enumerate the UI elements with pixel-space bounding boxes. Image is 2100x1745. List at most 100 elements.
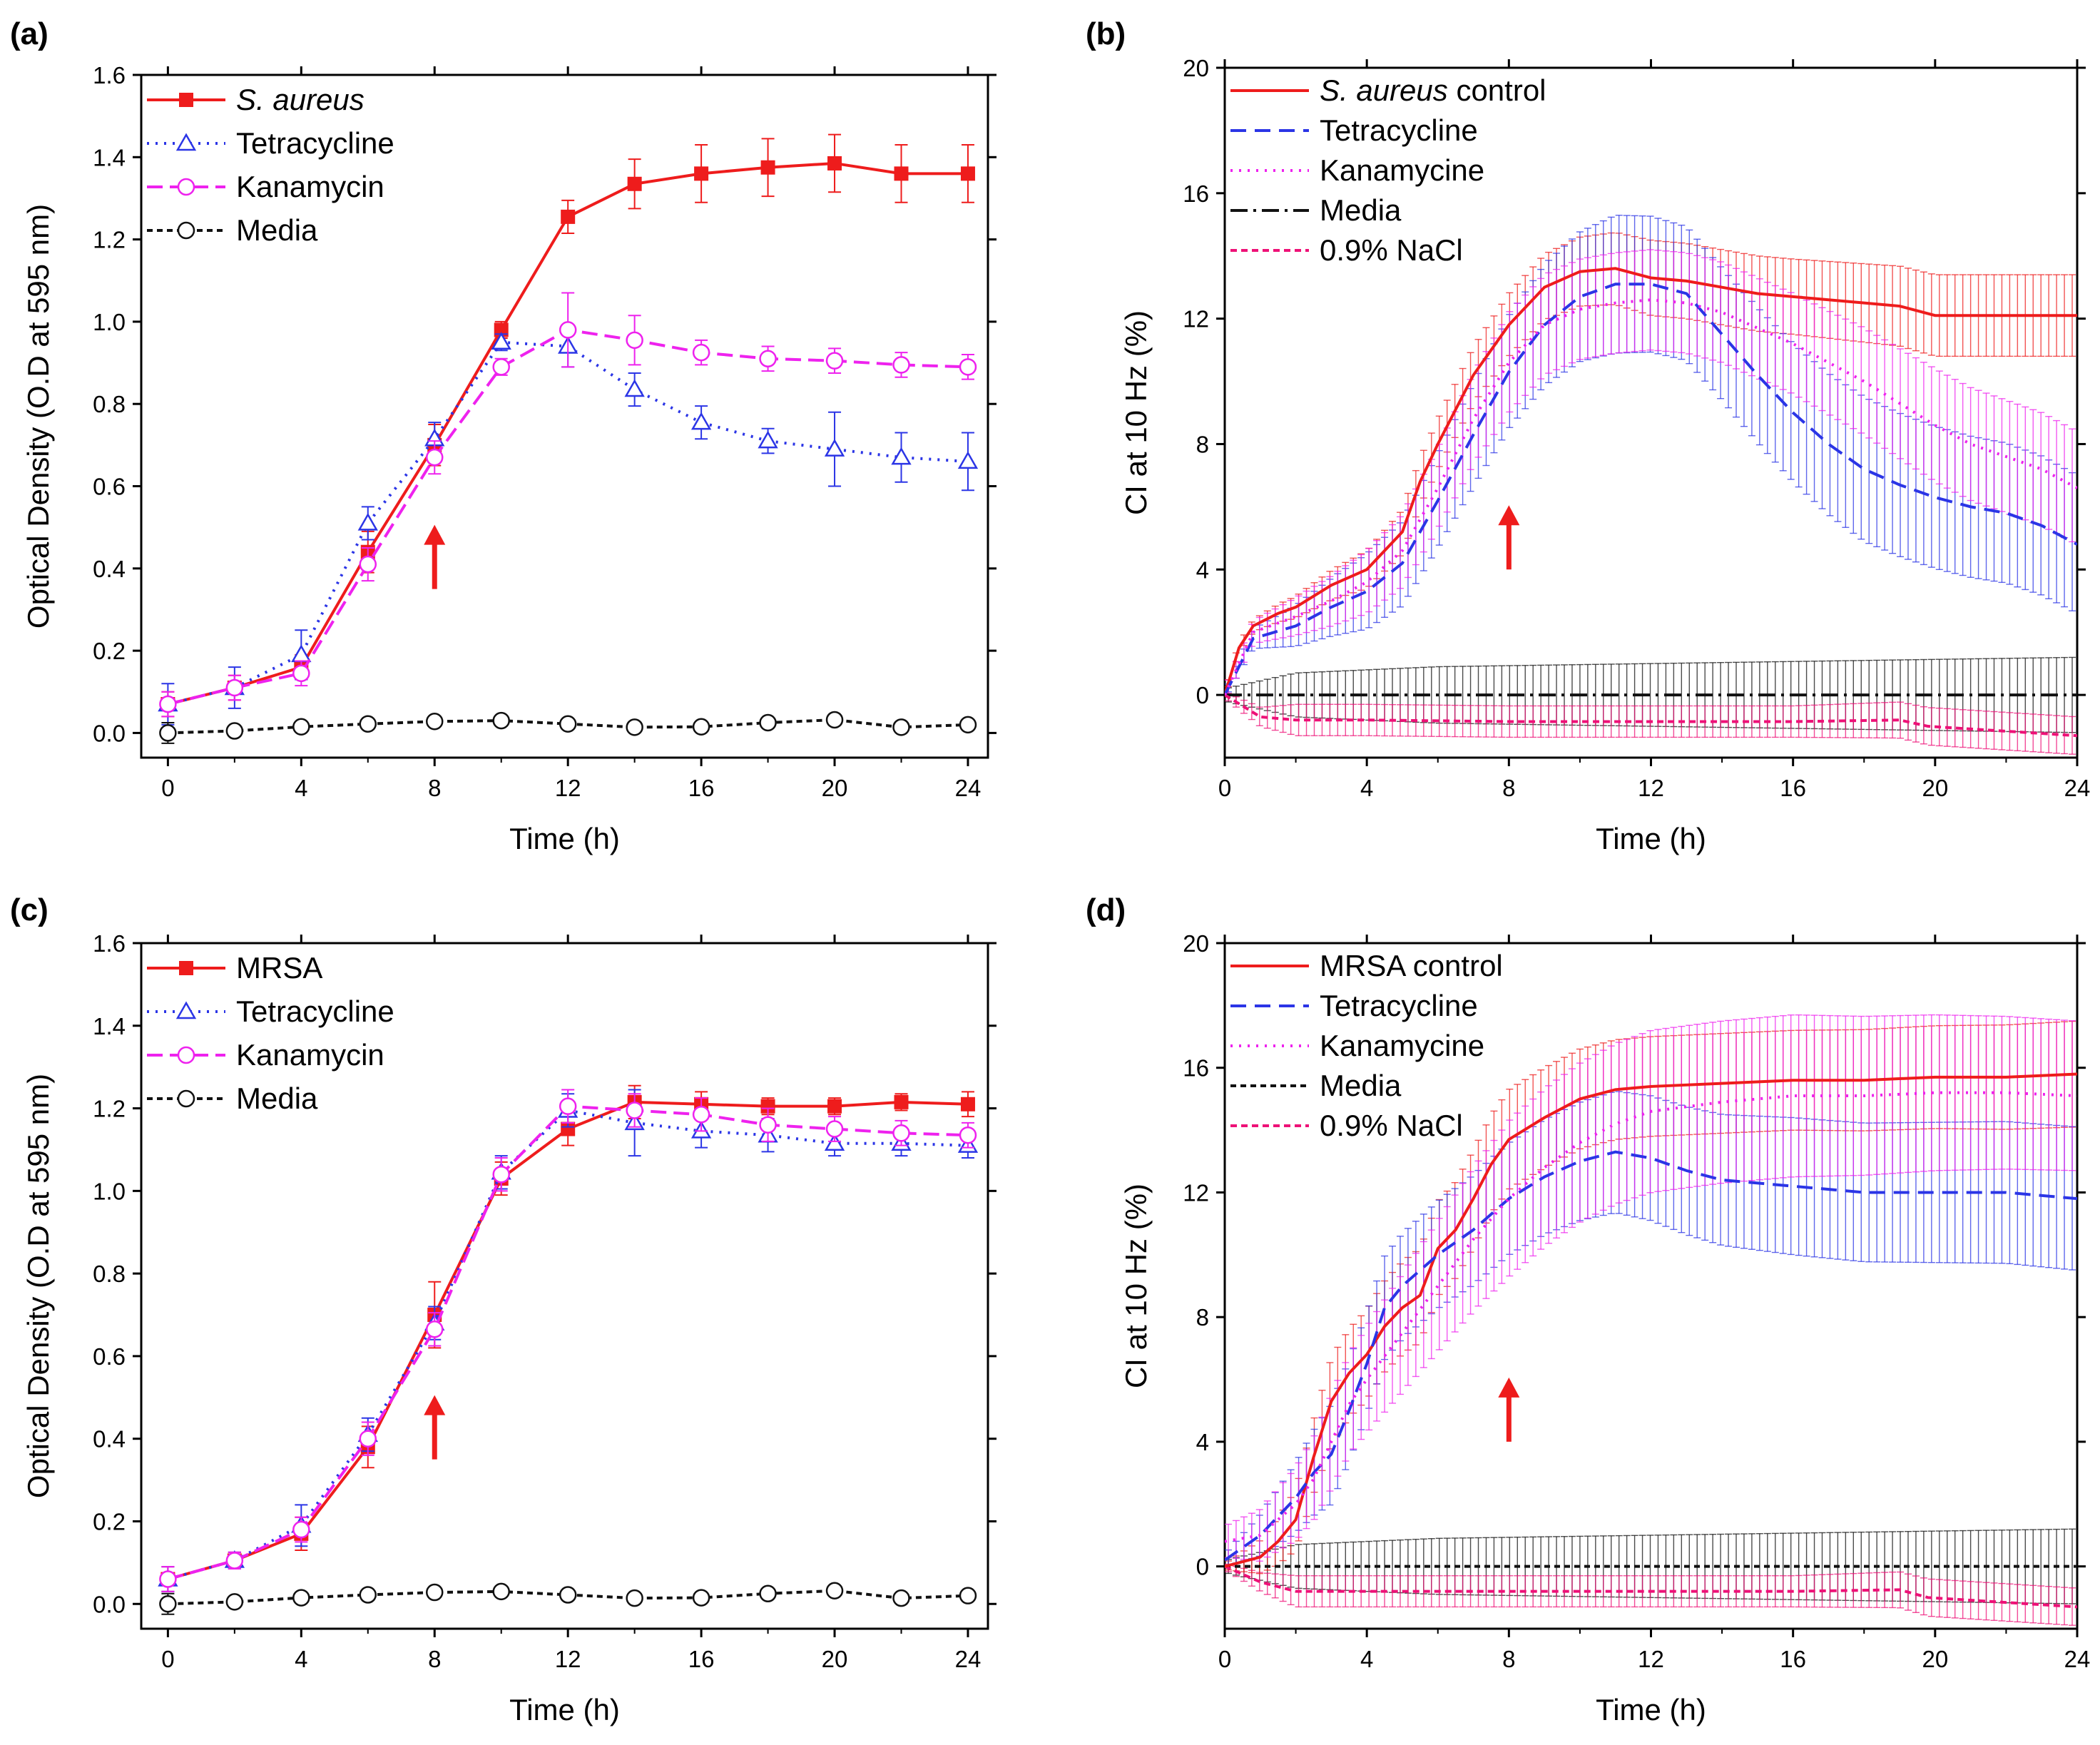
- legend-label-text: Media: [236, 213, 318, 247]
- legend-label-text: 0.9% NaCl: [1320, 1109, 1463, 1142]
- y-axis-label: CI at 10 Hz (%): [1119, 310, 1153, 515]
- legend-label-text: MRSA control: [1320, 949, 1503, 982]
- plot-area: [158, 133, 979, 744]
- legend-label-text: Tetracycline: [1320, 113, 1478, 147]
- y-tick-label: 1.2: [93, 1096, 126, 1122]
- plot-area: [1225, 1014, 2077, 1626]
- y-axis-label: Optical Density (O.D at 595 nm): [21, 204, 55, 629]
- panel-a: (a) 0 4 8 12 16 20 24 0.0 0.2 0.4 0.6 0.8 1.0 1.2 1.4 1.…: [10, 16, 997, 855]
- legend-label-italic: S. aureus: [1320, 73, 1448, 107]
- x-tick-label: 0: [1218, 775, 1231, 801]
- legend-label: Media: [236, 1082, 318, 1115]
- arrow-head: [1498, 505, 1520, 526]
- arrow-head: [424, 524, 446, 545]
- data-point: [626, 1589, 643, 1607]
- legend-item: Media: [147, 1082, 318, 1115]
- y-tick-label: 1.6: [93, 62, 126, 88]
- x-tick-label: 20: [822, 1646, 848, 1672]
- legend-marker: [175, 133, 197, 151]
- data-point: [624, 379, 645, 397]
- data-point: [825, 711, 844, 729]
- y-tick-label: 12: [1183, 1179, 1209, 1206]
- data-point: [291, 644, 312, 663]
- data-point: [491, 332, 511, 350]
- panel-d: (d) 0 4 8 12 16 20 24 0 4 8 12 16 20 Time (h) CI at 10 …: [1086, 892, 2090, 1726]
- legend-label: Tetracycline: [236, 126, 394, 160]
- legend-label: S. aureus control: [1320, 73, 1546, 107]
- legend-item: S. aureus control: [1230, 73, 1546, 107]
- series-line-tetracycline: [1225, 1150, 2077, 1562]
- legend-label-text: Kanamycin: [236, 170, 384, 203]
- x-tick-label: 12: [1638, 1646, 1664, 1672]
- legend-marker: [179, 93, 193, 107]
- data-point: [892, 718, 910, 736]
- data-point: [559, 1586, 577, 1604]
- legend-label-text: Media: [1320, 193, 1402, 227]
- x-tick-label: 16: [1780, 775, 1806, 801]
- legend-label-text: Tetracycline: [1320, 989, 1478, 1022]
- series-kanamycine-errors: [1225, 249, 2076, 695]
- data-point: [692, 1589, 710, 1607]
- x-tick-label: 12: [555, 1646, 581, 1672]
- data-point: [292, 718, 310, 736]
- data-point: [159, 1570, 177, 1588]
- data-point: [425, 1583, 444, 1602]
- x-tick-label: 8: [428, 775, 441, 801]
- series-line: [167, 328, 969, 706]
- plot-area: [158, 1084, 979, 1615]
- data-point: [827, 1099, 842, 1114]
- y-tick-label: 16: [1183, 180, 1209, 207]
- legend-item: MRSA: [147, 951, 322, 985]
- arrow-head: [1498, 1377, 1520, 1398]
- data-point: [627, 176, 642, 191]
- y-tick-label: 0.0: [93, 1591, 126, 1617]
- panel-label: (c): [10, 892, 49, 927]
- x-tick-label: 24: [955, 1646, 982, 1672]
- x-tick-label: 20: [1922, 775, 1948, 801]
- panel-b: (b) 0 4 8 12 16 20 24 0 4 8 12 16 20 Time (h) CI at 10 …: [1086, 16, 2090, 855]
- x-tick-label: 24: [2064, 1646, 2091, 1672]
- legend-label: Media: [236, 213, 318, 247]
- x-tick-label: 0: [161, 775, 174, 801]
- y-tick-label: 20: [1183, 930, 1209, 957]
- y-tick-label: 8: [1196, 431, 1209, 457]
- x-tick-label: 8: [1502, 775, 1515, 801]
- legend-label: S. aureus: [236, 83, 365, 116]
- data-point: [225, 1593, 244, 1611]
- data-point: [692, 718, 710, 736]
- data-point: [292, 1520, 310, 1539]
- data-point: [561, 1121, 576, 1136]
- x-tick-label: 4: [295, 775, 307, 801]
- legend: S. aureus Tetracycline Kanamycin Media: [147, 83, 394, 247]
- y-tick-label: 8: [1196, 1304, 1209, 1331]
- data-point: [559, 321, 577, 339]
- data-point: [759, 713, 777, 732]
- panel-label: (d): [1086, 892, 1126, 927]
- y-tick-label: 0: [1196, 682, 1209, 708]
- legend: MRSA control Tetracycline Kanamycine Media 0…: [1230, 949, 1503, 1142]
- data-point: [760, 1099, 775, 1114]
- data-point: [292, 1589, 310, 1607]
- data-point: [626, 331, 643, 350]
- data-point: [892, 1589, 910, 1607]
- x-tick-label: 12: [555, 775, 581, 801]
- series-tetracycline: [158, 325, 979, 726]
- y-tick-label: 0: [1196, 1554, 1209, 1580]
- legend-item: Tetracycline: [1230, 989, 1478, 1022]
- data-point: [957, 451, 979, 469]
- y-tick-label: 1.0: [93, 309, 126, 335]
- series-line-kanamycine: [1225, 1091, 2077, 1543]
- data-point: [159, 695, 177, 713]
- y-tick-label: 0.4: [93, 1426, 126, 1453]
- series-line-kanamycine: [1225, 298, 2077, 696]
- x-tick-label: 4: [295, 1646, 307, 1672]
- legend-item: Media: [147, 213, 318, 247]
- data-point: [626, 718, 643, 736]
- data-point: [825, 352, 844, 370]
- legend-item: S. aureus: [147, 83, 365, 116]
- legend-label: 0.9% NaCl: [1320, 1109, 1463, 1142]
- x-tick-label: 12: [1638, 775, 1664, 801]
- y-tick-label: 1.2: [93, 227, 126, 253]
- legend-label: Kanamycin: [236, 1038, 384, 1072]
